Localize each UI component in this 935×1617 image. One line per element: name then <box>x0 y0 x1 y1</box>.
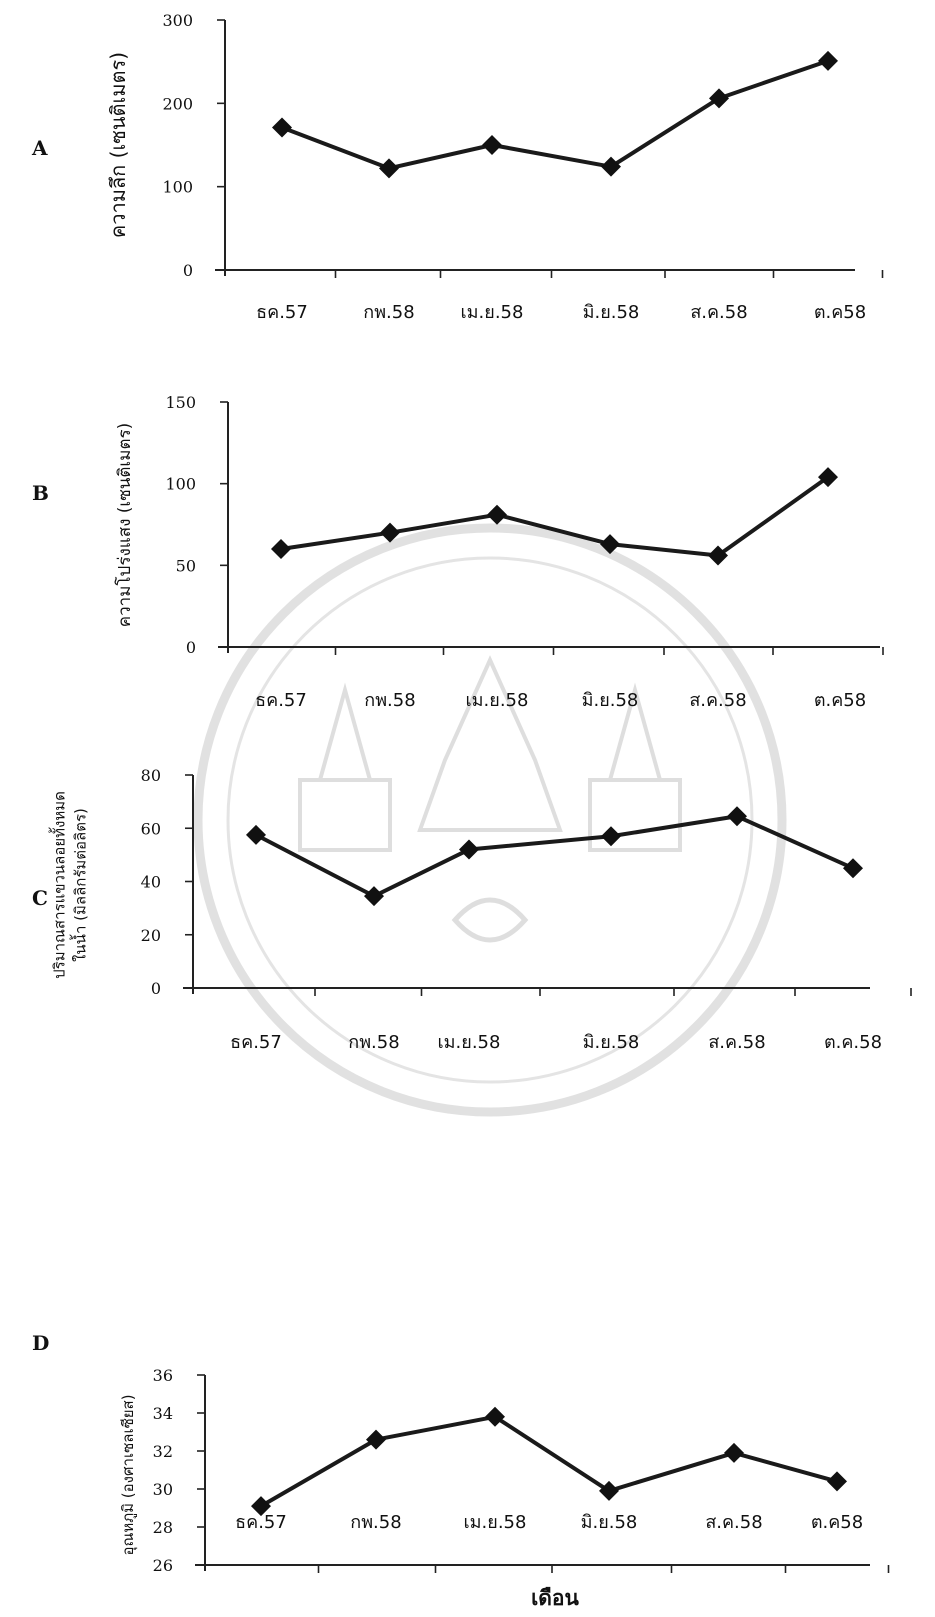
panel-d-series-line <box>259 1414 838 1508</box>
panel-d-data-point <box>251 1496 271 1517</box>
panel-c-x-tick-label: มิ.ย.58 <box>583 1032 640 1053</box>
panel-b-y-tick-label: 150 <box>165 393 196 412</box>
panel-a-data-point <box>601 156 621 177</box>
panel-a-y-tick-label: 100 <box>162 178 193 197</box>
panel-a-data-point <box>379 158 399 179</box>
panel-d-data-point <box>724 1442 744 1463</box>
panel-d-x-tick-label: เม.ย.58 <box>464 1512 527 1533</box>
panel-c-y-tick-label: 80 <box>141 766 161 785</box>
panel-d-x-tick-label: ต.ค58 <box>811 1512 863 1533</box>
panel-d-x-tick-label: ธค.57 <box>235 1512 287 1533</box>
panel-d-y-tick-label: 26 <box>153 1556 173 1575</box>
panel-c-y-tick-label: 20 <box>141 926 161 945</box>
panel-c-x-tick-label: กพ.58 <box>348 1032 399 1053</box>
panel-b-x-tick-label: กพ.58 <box>364 690 415 711</box>
panel-a-x-tick-label: ต.ค58 <box>814 302 866 323</box>
watermark-seal <box>193 523 787 1117</box>
panel-a-y-tick-label: 300 <box>162 11 193 30</box>
panel-a-x-tick-label: มิ.ย.58 <box>583 302 640 323</box>
panel-a-y-tick-label: 200 <box>162 94 193 113</box>
panel-c-data-point <box>364 886 384 907</box>
chart-panel-a: A ความลึก (เซนติเมตร) 0 100 200 300 ธค.57 กพ… <box>31 11 884 323</box>
panel-b-ylabel-group: ความโปร่งแสง (เซนติเมตร) <box>114 423 135 628</box>
panel-d-y-tick-label: 32 <box>153 1442 173 1461</box>
panel-c-y-tick-label: 60 <box>141 819 161 838</box>
chart-panel-c: C ปริมาณสารแขวนลอยทั้งหมด ในน้ำ (มิลลิกรั… <box>32 766 912 1053</box>
panel-c-y-tick-label: 0 <box>151 979 161 998</box>
panel-c-data-point <box>727 806 747 827</box>
panel-a-y-tick-label: 0 <box>183 261 193 280</box>
panel-b-x-tick-label: มิ.ย.58 <box>582 690 639 711</box>
panel-d-data-point <box>366 1429 386 1450</box>
panel-a-x-tick-label: ธค.57 <box>256 302 308 323</box>
panel-d-data-point <box>599 1480 619 1501</box>
panel-c-data-point <box>459 839 479 860</box>
panel-d-y-tick-label: 36 <box>153 1366 173 1385</box>
panel-d-x-tick-label: ส.ค.58 <box>705 1512 762 1533</box>
panel-c-y-axis-label: ปริมาณสารแขวนลอยทั้งหมด <box>49 791 69 979</box>
panel-d-letter: D <box>32 1331 49 1355</box>
panel-a-x-tick-label: กพ.58 <box>363 302 414 323</box>
panel-d-y-tick-label: 28 <box>153 1518 173 1537</box>
panel-b-data-point <box>487 504 507 525</box>
panel-c-x-tick-label: ธค.57 <box>230 1032 282 1053</box>
panel-d-x-tick-label: มิ.ย.58 <box>581 1512 638 1533</box>
panel-d-x-tick-label: กพ.58 <box>350 1512 401 1533</box>
panel-b-x-tick-label: ธค.57 <box>255 690 307 711</box>
panel-d-y-tick-label: 30 <box>153 1480 173 1499</box>
panel-b-x-tick-label: ต.ค58 <box>814 690 866 711</box>
panel-b-y-tick-label: 100 <box>165 475 196 494</box>
panel-d-data-point <box>827 1471 847 1492</box>
panel-c-ylabel-group: ปริมาณสารแขวนลอยทั้งหมด ในน้ำ (มิลลิกรัมต… <box>49 791 90 979</box>
panel-a-data-point <box>818 50 838 71</box>
panel-b-letter: B <box>32 481 49 505</box>
panel-d-y-tick-label: 34 <box>153 1404 173 1423</box>
panel-b-data-point <box>818 467 838 488</box>
panel-a-data-point <box>272 117 292 138</box>
panel-c-x-tick-label: ส.ค.58 <box>708 1032 765 1053</box>
panel-b-data-point <box>271 539 291 559</box>
panel-c-series-line <box>255 814 854 899</box>
chart-panel-d: D อุณหภูมิ (องศาเซลเซียส) 26 28 30 32 34 36 ธ… <box>32 1331 890 1610</box>
panel-c-data-point <box>843 858 863 879</box>
panel-b-series-line <box>280 475 830 558</box>
panel-b-data-point <box>380 522 400 543</box>
panel-d-y-axis-label: อุณหภูมิ (องศาเซลเซียส) <box>119 1394 138 1555</box>
panel-a-x-tick-label: ส.ค.58 <box>690 302 747 323</box>
panel-a-ylabel-group: ความลึก (เซนติเมตร) <box>106 52 130 238</box>
panel-a-letter: A <box>31 136 48 160</box>
panel-d-x-axis-title: เดือน <box>531 1586 579 1610</box>
panel-b-y-axis-label: ความโปร่งแสง (เซนติเมตร) <box>114 423 135 628</box>
panel-c-data-point <box>601 826 621 847</box>
panel-b-x-tick-label: เม.ย.58 <box>466 690 529 711</box>
panel-c-y-tick-label: 40 <box>141 873 161 892</box>
panel-a-series-line <box>281 58 829 171</box>
panel-a-x-tick-label: เม.ย.58 <box>461 302 524 323</box>
chart-panel-b: B ความโปร่งแสง (เซนติเมตร) 0 50 100 150 ธค.… <box>32 393 884 711</box>
panel-d-ylabel-group: อุณหภูมิ (องศาเซลเซียส) <box>119 1394 138 1555</box>
panel-b-x-tick-label: ส.ค.58 <box>689 690 746 711</box>
panel-b-data-point <box>600 534 620 555</box>
panel-c-letter: C <box>32 886 48 910</box>
panel-b-data-point <box>708 545 728 566</box>
panel-a-data-point <box>482 135 502 155</box>
panel-a-data-point <box>709 88 729 109</box>
panel-b-y-tick-label: 50 <box>176 556 196 575</box>
panel-b-y-tick-label: 0 <box>186 638 196 657</box>
panel-c-x-tick-label: ต.ค.58 <box>824 1032 882 1053</box>
panel-c-y-axis-label: ในน้ำ (มิลลิกรัมต่อลิตร) <box>70 808 90 962</box>
panel-c-x-tick-label: เม.ย.58 <box>438 1032 501 1053</box>
panel-d-data-point <box>485 1406 505 1427</box>
panel-c-data-point <box>246 824 266 845</box>
panel-a-y-axis-label: ความลึก (เซนติเมตร) <box>106 52 130 238</box>
